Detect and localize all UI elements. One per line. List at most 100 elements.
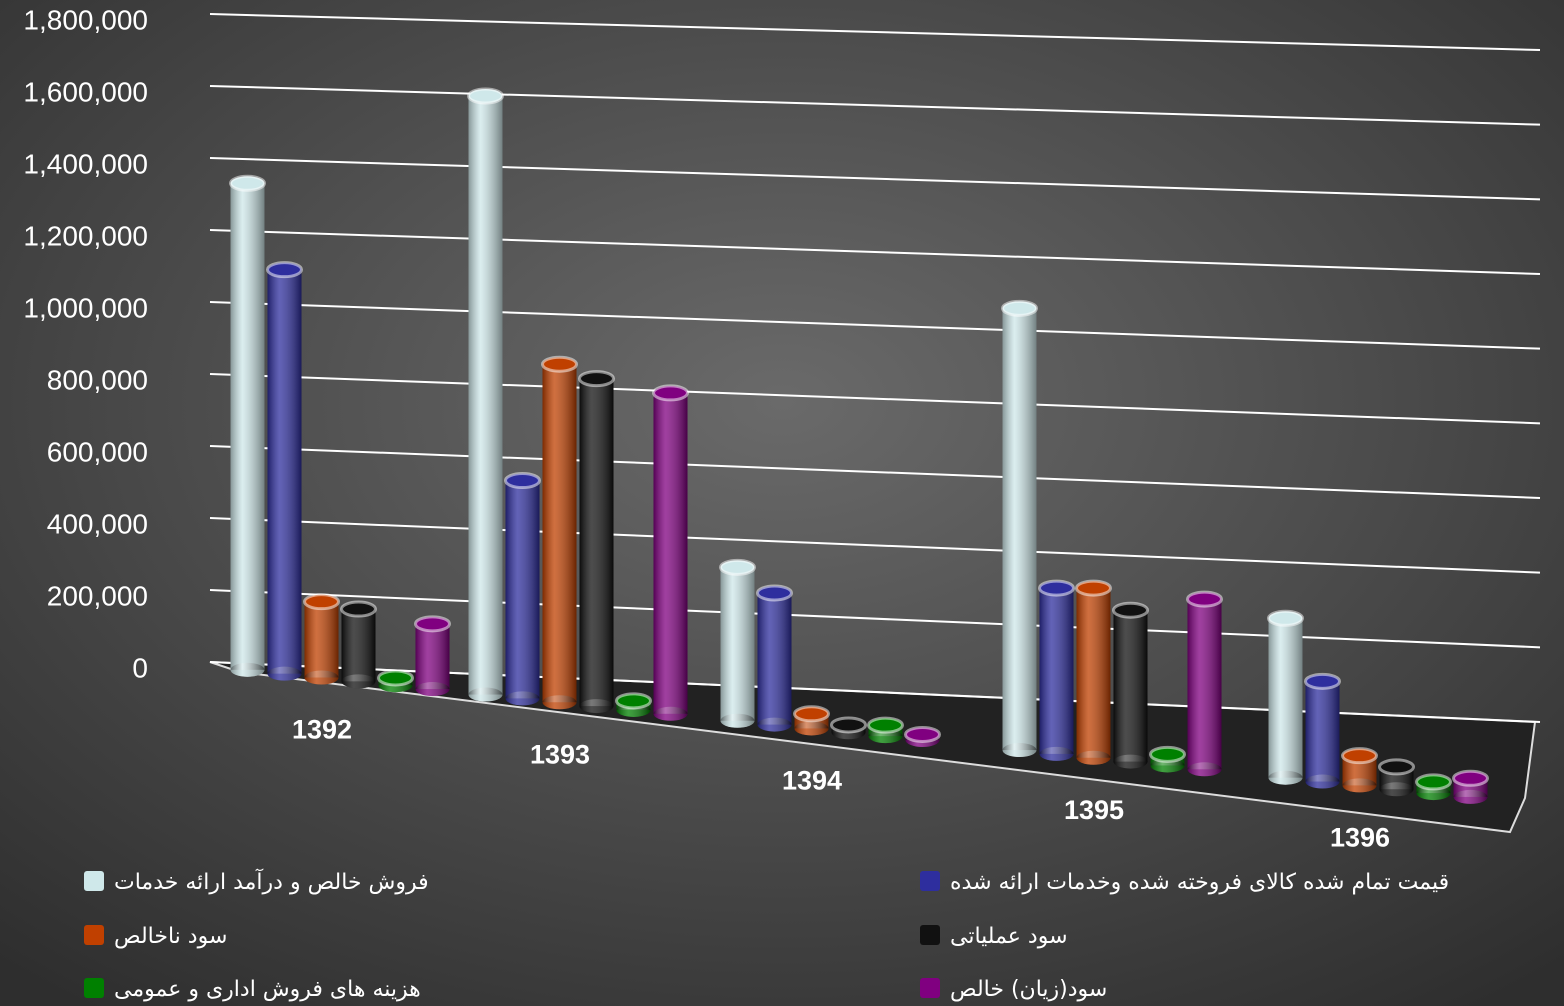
cylinder-top [719, 558, 756, 576]
cylinder-bottom-shade [1187, 762, 1222, 777]
legend-label: سود ناخالص [114, 924, 227, 949]
bar-shade [1002, 308, 1037, 751]
cylinder-bottom-shade [1305, 774, 1340, 789]
cylinder-top [652, 384, 689, 402]
y-tick-label: 1,400,000 [23, 148, 148, 179]
bar-shade [542, 364, 577, 703]
grid-line [209, 13, 1541, 51]
legend-marker [920, 925, 940, 945]
cylinder-bottom-shade [720, 713, 755, 728]
cylinder-top [1075, 579, 1112, 597]
grid-line [209, 517, 1541, 574]
grid-line [209, 373, 1541, 425]
cylinder-bottom-shade [1453, 789, 1488, 804]
legend-label: سود عملیاتی [950, 924, 1068, 949]
cylinder-bottom-shade [230, 662, 265, 677]
cylinder-bottom-shade [1268, 770, 1303, 785]
y-tick-label: 200,000 [47, 580, 148, 611]
cylinder-bottom-shade [304, 670, 339, 685]
bar-shade [579, 378, 614, 707]
y-tick-label: 1,000,000 [23, 292, 148, 323]
cylinder-bottom-shade [415, 682, 450, 697]
cylinder-top [467, 87, 504, 105]
cylinder-bottom-shade [579, 699, 614, 714]
legend-marker [920, 871, 940, 891]
cylinder-bottom-shade [468, 687, 503, 702]
cylinder-top [1001, 299, 1038, 317]
x-tick-label: 1395 [1064, 795, 1124, 825]
legend-marker [84, 871, 104, 891]
grid-line [209, 589, 1541, 649]
bar-shade [1268, 618, 1303, 778]
cylinder-top [1304, 672, 1341, 690]
x-tick-label: 1392 [292, 715, 352, 745]
cylinder-bottom-shade [542, 695, 577, 710]
bar-shade [1076, 588, 1111, 758]
legend-label: هزینه های فروش اداری و عمومی [114, 977, 421, 1002]
cylinder-bottom-shade [505, 691, 540, 706]
bar-shade [720, 567, 755, 721]
bar-shade [653, 392, 688, 714]
cylinder-top [303, 593, 340, 611]
x-tick-label: 1394 [782, 765, 842, 795]
bar-shade [304, 601, 339, 678]
cylinder-top [793, 705, 830, 723]
cylinder-top [1378, 758, 1415, 776]
cylinder-top [541, 355, 578, 373]
cylinder-bottom-shade [1342, 778, 1377, 793]
x-tick-label: 1393 [530, 739, 590, 769]
legend-marker [920, 978, 940, 998]
cylinder-bottom-shade [1113, 754, 1148, 769]
cylinder-bottom-shade [1039, 746, 1074, 761]
cylinder-top [377, 669, 414, 687]
bar-shade [505, 480, 540, 699]
cylinder-top [1415, 773, 1452, 791]
cylinder-top [504, 472, 541, 490]
cylinder-top [615, 692, 652, 710]
cylinder-top [1186, 590, 1223, 608]
grid-line [209, 229, 1541, 275]
bar-shade [415, 623, 450, 690]
bar-shade [267, 269, 302, 674]
legend-label: قیمت تمام شده کالای فروخته شده وخدمات ار… [950, 870, 1449, 895]
grid-line [209, 157, 1541, 201]
grid-line [209, 301, 1541, 350]
y-tick-label: 1,600,000 [23, 76, 148, 107]
y-tick-label: 600,000 [47, 436, 148, 467]
cylinder-bottom-shade [1416, 786, 1451, 801]
cylinder-bottom-shade [1379, 782, 1414, 797]
cylinder-top [266, 261, 303, 279]
grid-line [209, 445, 1541, 499]
cylinder-top [414, 615, 451, 633]
cylinder-bottom-shade [757, 717, 792, 732]
y-tick-label: 800,000 [47, 364, 148, 395]
cylinder-bottom-shade [653, 706, 688, 721]
cylinder-top [1112, 601, 1149, 619]
cylinder-top [340, 600, 377, 618]
bar-shade [230, 183, 265, 670]
cylinder-bottom-shade [1002, 743, 1037, 758]
bar-shade [468, 95, 503, 695]
cylinder-top [1341, 747, 1378, 765]
cylinder-bottom-shade [1076, 750, 1111, 765]
cylinder-top [229, 174, 266, 192]
cylinder-top [756, 584, 793, 602]
cylinder-bottom-shade [341, 674, 376, 689]
grid-line [209, 85, 1541, 126]
cylinder-bottom-shade [267, 666, 302, 681]
legend-marker [84, 978, 104, 998]
legend-label: فروش خالص و درآمد ارائه خدمات [114, 868, 429, 895]
cylinder-bottom-shade [794, 721, 829, 736]
x-tick-label: 1396 [1330, 822, 1390, 852]
y-tick-label: 0 [132, 652, 148, 683]
cylinder-top [867, 716, 904, 734]
bar-shade [1039, 588, 1074, 754]
bar-shade [1187, 599, 1222, 770]
y-tick-label: 400,000 [47, 508, 148, 539]
cylinder-top [1452, 769, 1489, 787]
cylinder-top [1038, 579, 1075, 597]
legend-label: سود(زیان) خالص [950, 977, 1107, 1002]
cylinder-top [904, 725, 941, 743]
bar-shade [341, 609, 376, 682]
